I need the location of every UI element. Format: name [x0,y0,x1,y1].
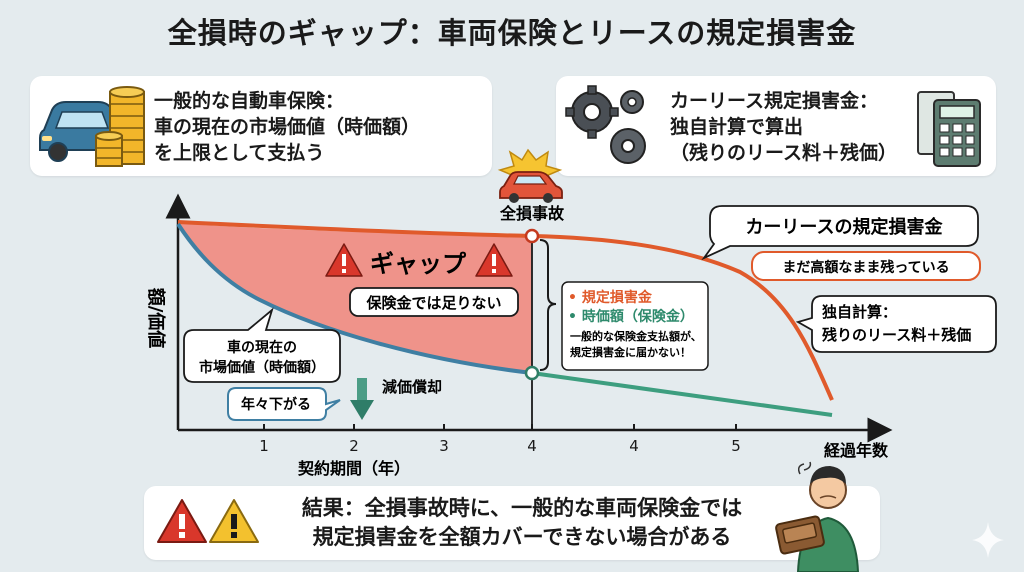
market-callout-line-1: 車の現在の [227,339,297,356]
insurance-line-2: 車の現在の市場価値（時価額） [154,116,421,138]
legend-desc-line-1: 一般的な保険金支払額が、 [570,329,702,343]
market-accident-point [524,365,540,381]
lease-line-2: 独自計算で算出 [670,116,804,138]
lease-info-text: カーリース規定損害金： 独自計算で算出 （残りのリース料＋残価） [670,88,897,166]
crashed-car-icon [497,148,563,203]
result-card: 結果：全損事故時に、一般的な車両保険金では 規定損害金を全額カバーできない場合が… [144,486,880,560]
insurance-line-3: を上限として支払う [154,142,325,164]
lease-line-3: （残りのリース料＋残価） [670,142,898,164]
caution-icon [209,499,259,543]
legend-box [561,281,709,371]
calculator-icon [917,91,981,167]
tick-label: 2 [349,437,359,455]
lease-accident-point [524,228,540,244]
y-axis-label: 額/価値 [145,287,167,349]
gap-sub-box [349,287,519,317]
lease-line-1: カーリース規定損害金： [670,90,879,112]
lease-callout-label: カーリースの規定損害金 [745,216,943,238]
gap-label: ギャップ [370,250,467,278]
insurance-info-text: 一般的な自動車保険： 車の現在の市場価値（時価額） を上限として支払う [154,88,420,166]
tick-label: 4 [527,437,537,455]
result-line-1: 結果：全損事故時に、一般的な車両保険金では [301,496,743,520]
gears-icon [565,85,646,164]
worried-person-icon [775,461,860,572]
page-title: 全損時のギャップ：車両保険とリースの規定損害金 [167,16,857,50]
tick-label: 3 [439,437,449,455]
depreciation-label: 減価償却 [382,378,442,396]
legend-desc-line-2: 規定損害金に届かない！ [570,345,691,359]
lease-note-box [751,251,981,281]
market-note-label: 年々下がる [241,396,311,413]
depreciation-arrow-icon [350,378,374,420]
tick-label: 5 [731,437,741,455]
tick-label: 1 [259,437,269,455]
market-note-bubble [227,387,341,421]
market-callout-bubble [183,307,341,383]
gap-sub-label: 保険金では足りない [365,294,501,312]
gap-warning-icon-left [325,243,363,277]
gap-bracket [539,239,557,371]
x-axis-end-label: 経過年数 [824,441,889,460]
lease-note-label: まだ高額なまま残っている [782,259,949,276]
gap-warning-icon-right [475,243,513,277]
market-callout-line-2: 市場価値（時価額） [199,359,325,376]
market-value-curve-after [531,371,833,417]
result-line-2: 規定損害金を全額カバーできない場合がある [312,525,732,549]
lease-callout-bubble [701,205,979,261]
warning-icon [157,499,207,543]
lease-calc-line-1: 独自計算： [822,303,897,321]
accident-label: 全損事故 [499,204,565,223]
insurance-line-1: 一般的な自動車保険： [154,90,345,112]
lease-calc-line-2: 残りのリース料＋残価 [822,326,971,344]
legend-item-lease: • 規定損害金 [568,289,653,306]
tick-label: 4 [629,437,639,455]
lease-curve [177,220,834,401]
x-axis-label: 契約期間（年） [297,459,410,478]
legend-item-market: • 時価額（保険金） [568,308,694,325]
lease-calc-bubble [795,295,997,353]
coin-stack-icon [95,86,145,167]
result-text: 結果：全損事故時に、一般的な車両保険金では 規定損害金を全額カバーできない場合が… [262,494,782,552]
market-value-curve [176,222,533,375]
sparkle-icon [972,522,1004,558]
